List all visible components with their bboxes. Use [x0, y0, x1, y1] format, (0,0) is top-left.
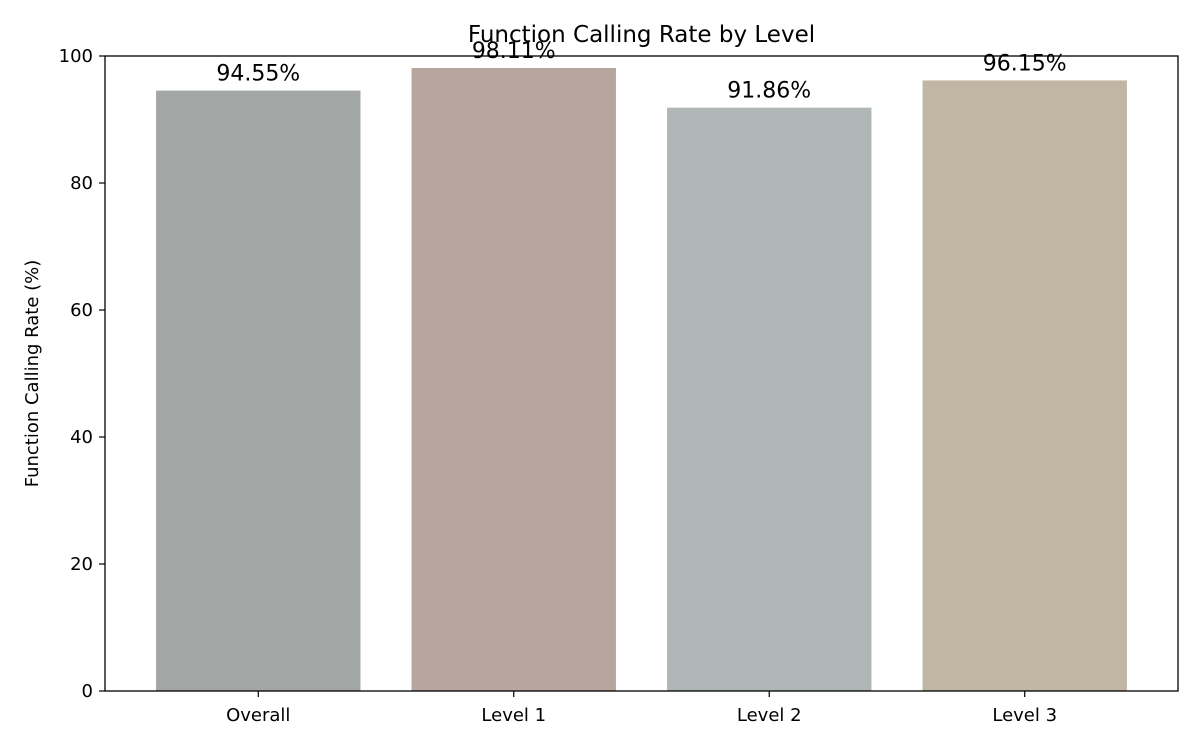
bar-value-label: 98.11%: [472, 39, 556, 64]
x-axis-ticks: Overall Level 1 Level 2 Level 3: [226, 691, 1057, 726]
x-tick-label: Overall: [226, 705, 290, 726]
y-tick-label: 100: [59, 46, 93, 67]
x-tick-label: Level 2: [737, 705, 802, 726]
bar-value-label: 94.55%: [216, 62, 300, 87]
y-tick-label: 0: [82, 681, 93, 702]
y-axis-ticks: 0 20 40 60 80 100: [59, 46, 105, 702]
axes-frame: [104, 55, 1179, 692]
x-tick-label: Level 3: [992, 705, 1057, 726]
bar-level-1: [411, 68, 616, 691]
bar-value-label: 91.86%: [727, 79, 811, 104]
bar-level-2: [667, 107, 872, 691]
y-tick-label: 60: [70, 300, 93, 321]
value-labels-group: 94.55% 98.11% 91.86% 96.15%: [216, 39, 1066, 104]
y-tick-label: 20: [70, 554, 93, 575]
y-tick-label: 80: [70, 173, 93, 194]
x-tick-label: Level 1: [481, 705, 546, 726]
bar-value-label: 96.15%: [983, 51, 1067, 76]
y-tick-label: 40: [70, 427, 93, 448]
y-axis-label: Function Calling Rate (%): [22, 260, 43, 488]
chart-title: Function Calling Rate by Level: [468, 22, 815, 48]
bar-level-3: [922, 80, 1127, 691]
bars-group: [156, 68, 1127, 692]
bar-overall: [156, 90, 361, 692]
